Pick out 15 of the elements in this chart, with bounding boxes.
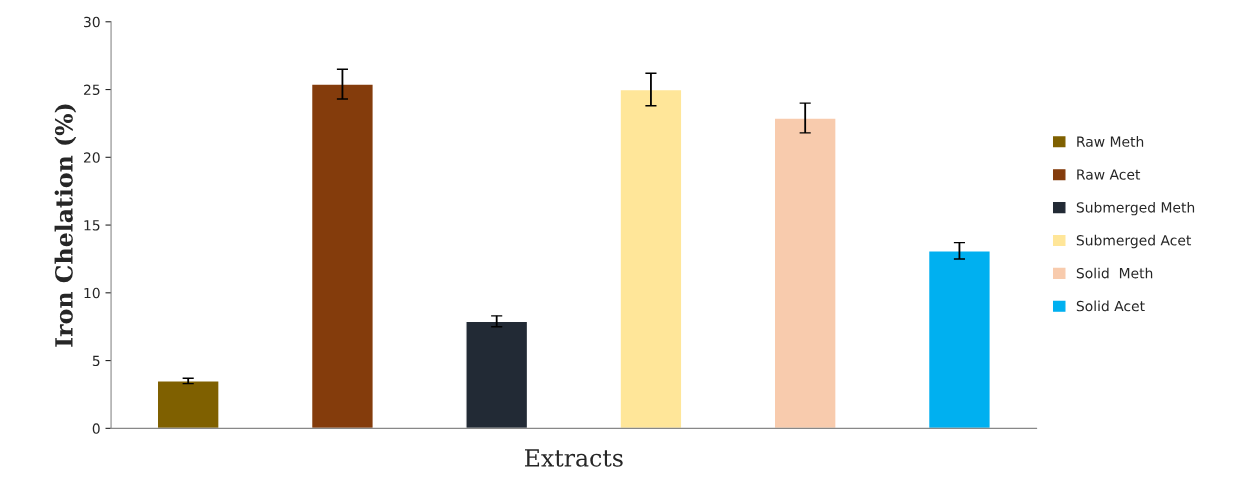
y-tick-label: 20 (83, 152, 100, 163)
y-tick-label: 0 (92, 423, 100, 434)
legend-label: Raw Meth (1077, 136, 1144, 147)
y-tick-label: 15 (84, 220, 100, 231)
x-axis-title: Extracts (525, 449, 623, 467)
legend-label: Submerged Acet (1076, 234, 1192, 249)
legend-label: Raw Acet (1077, 169, 1141, 180)
y-tick-label: 30 (84, 16, 100, 28)
y-tick-label: 10 (84, 287, 100, 299)
y-tick-label: 5 (92, 355, 100, 367)
legend-label: Solid Meth (1076, 267, 1153, 279)
y-tick-label: 25 (83, 84, 100, 96)
legend-label: Solid Acet (1076, 300, 1145, 312)
legend-label: Submerged Meth (1076, 201, 1195, 216)
y-axis-title: Iron Chelation (%) (54, 104, 77, 347)
